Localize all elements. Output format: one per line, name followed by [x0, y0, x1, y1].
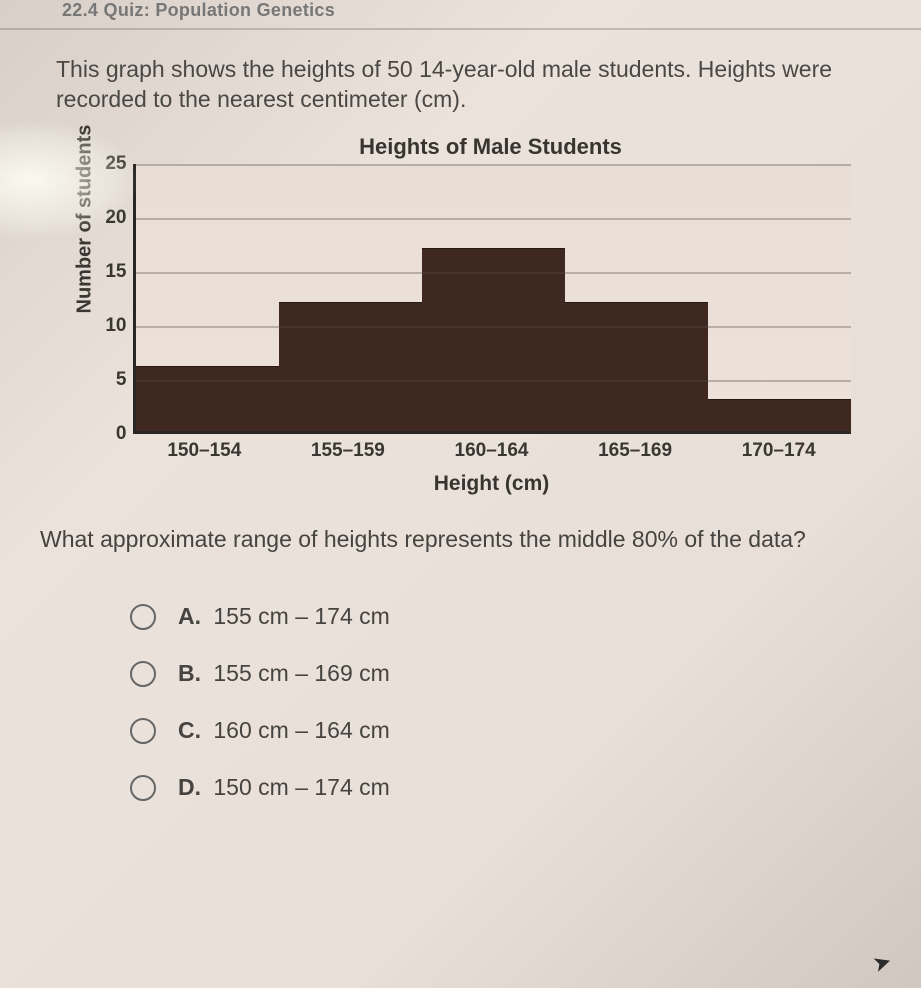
option-label: B. 155 cm – 169 cm	[178, 660, 390, 687]
gridline	[136, 218, 851, 220]
x-axis-label: Height (cm)	[133, 472, 851, 496]
y-axis-label: Number of students	[73, 285, 96, 313]
answer-option-d[interactable]: D. 150 cm – 174 cm	[130, 774, 921, 801]
bar-fill	[708, 399, 851, 431]
bar-fill	[565, 302, 708, 432]
y-tick-label: 15	[105, 261, 126, 283]
option-label: A. 155 cm – 174 cm	[178, 603, 390, 630]
histogram-bar	[708, 399, 851, 431]
radio-icon[interactable]	[130, 775, 156, 801]
histogram-chart: Heights of Male Students Number of stude…	[71, 134, 851, 496]
chart-title: Heights of Male Students	[131, 134, 851, 160]
bar-fill	[136, 366, 279, 431]
y-tick-label: 20	[105, 207, 126, 229]
histogram-bar	[422, 248, 565, 432]
plot-area	[133, 164, 851, 434]
y-tick-label: 5	[116, 369, 127, 391]
x-tick-label: 165–169	[563, 440, 707, 462]
bar-fill	[422, 248, 565, 432]
histogram-bar	[136, 366, 279, 431]
option-text: 155 cm – 174 cm	[207, 603, 390, 629]
answer-option-c[interactable]: C. 160 cm – 164 cm	[130, 717, 921, 744]
answer-options: A. 155 cm – 174 cm B. 155 cm – 169 cm C. 1…	[130, 603, 921, 801]
gridline	[136, 380, 851, 382]
x-tick-label: 155–159	[276, 440, 420, 462]
histogram-bar	[565, 302, 708, 432]
option-label: C. 160 cm – 164 cm	[178, 717, 390, 744]
answer-option-a[interactable]: A. 155 cm – 174 cm	[130, 603, 921, 630]
x-axis-ticks: 150–154155–159160–164165–169170–174	[133, 440, 851, 462]
gridline	[136, 326, 851, 328]
divider	[0, 28, 921, 30]
x-tick-label: 170–174	[707, 440, 851, 462]
y-axis-ticks: 0510152025	[99, 164, 133, 434]
option-label: D. 150 cm – 174 cm	[178, 774, 390, 801]
option-letter: D.	[178, 774, 201, 800]
y-tick-label: 0	[116, 423, 127, 445]
x-tick-label: 160–164	[420, 440, 564, 462]
histogram-bars	[136, 164, 851, 431]
option-text: 150 cm – 174 cm	[207, 774, 390, 800]
option-text: 160 cm – 164 cm	[207, 717, 390, 743]
histogram-bar	[279, 302, 422, 432]
question-prompt: This graph shows the heights of 50 14-ye…	[56, 54, 865, 115]
gridline	[136, 164, 851, 166]
option-letter: C.	[178, 717, 201, 743]
radio-icon[interactable]	[130, 718, 156, 744]
option-text: 155 cm – 169 cm	[207, 660, 390, 686]
option-letter: A.	[178, 603, 201, 629]
option-letter: B.	[178, 660, 201, 686]
y-tick-label: 10	[105, 315, 126, 337]
gridline	[136, 272, 851, 274]
y-tick-label: 25	[105, 153, 126, 175]
bar-fill	[279, 302, 422, 432]
cursor-icon: ➤	[869, 948, 895, 978]
breadcrumb: 22.4 Quiz: Population Genetics	[0, 0, 921, 20]
radio-icon[interactable]	[130, 604, 156, 630]
x-tick-label: 150–154	[133, 440, 277, 462]
question-subprompt: What approximate range of heights repres…	[40, 526, 881, 553]
answer-option-b[interactable]: B. 155 cm – 169 cm	[130, 660, 921, 687]
radio-icon[interactable]	[130, 661, 156, 687]
